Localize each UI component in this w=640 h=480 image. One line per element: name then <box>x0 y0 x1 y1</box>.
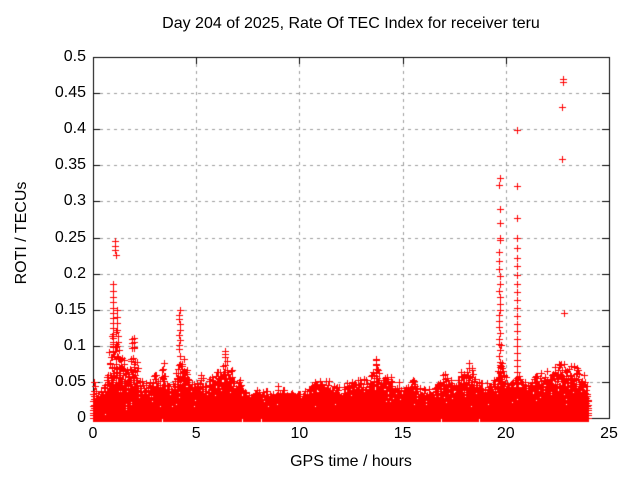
y-tick-label: 0.3 <box>63 192 86 210</box>
y-tick-label: 0.5 <box>63 48 86 65</box>
chart-title: Day 204 of 2025, Rate Of TEC Index for r… <box>162 15 540 32</box>
y-tick-label: 0.25 <box>54 228 86 246</box>
x-tick-label: 15 <box>393 425 412 442</box>
y-tick-label: 0.15 <box>54 300 86 318</box>
y-tick-label: 0.4 <box>63 120 86 138</box>
y-tick-label: 0.05 <box>54 372 86 390</box>
y-tick-label: 0 <box>77 409 86 426</box>
x-tick-label: 20 <box>496 425 515 442</box>
y-tick-label: 0.2 <box>63 264 86 282</box>
x-tick-label: 25 <box>600 425 618 442</box>
x-tick-label: 5 <box>191 425 201 442</box>
x-tick-label: 0 <box>88 425 98 442</box>
y-tick-label: 0.35 <box>54 156 86 174</box>
x-tick-label: 10 <box>290 425 309 442</box>
y-tick-label: 0.1 <box>63 336 86 354</box>
x-axis-label: GPS time / hours <box>290 453 412 470</box>
y-tick-label: 0.45 <box>54 84 86 102</box>
